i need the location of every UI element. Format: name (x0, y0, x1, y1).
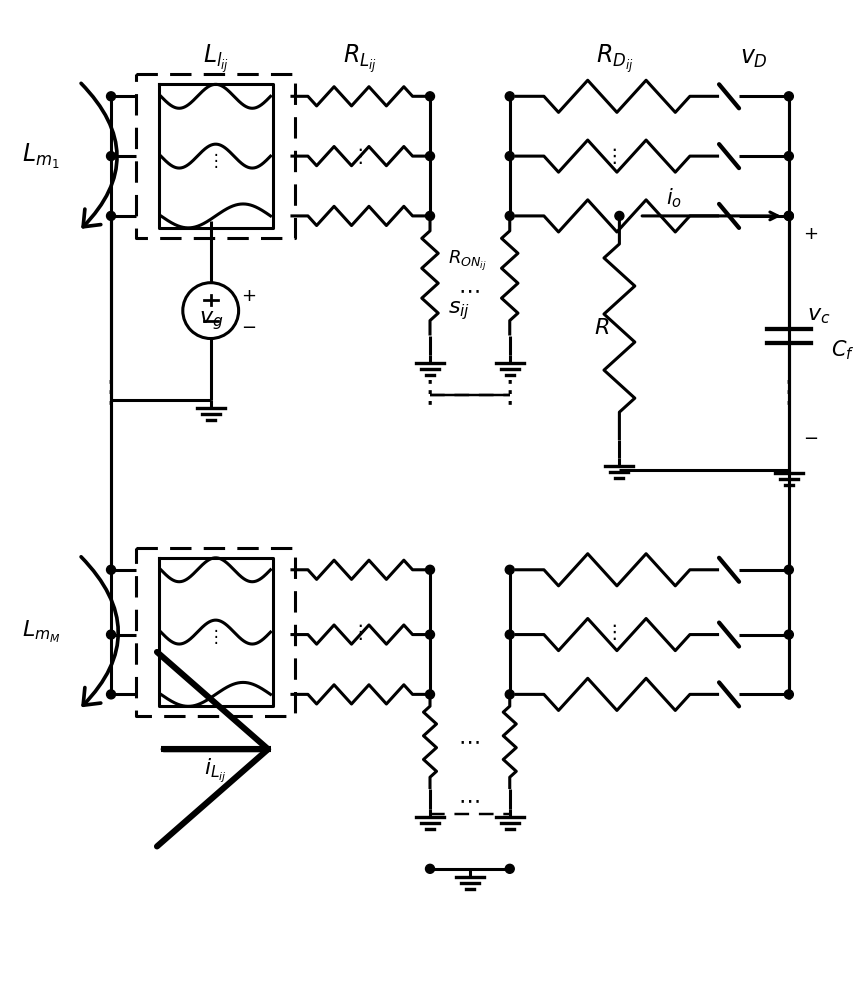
Text: $s_{ij}$: $s_{ij}$ (448, 299, 470, 322)
Text: $i_{L_{ij}}$: $i_{L_{ij}}$ (204, 757, 227, 785)
Circle shape (785, 565, 793, 574)
Circle shape (505, 630, 514, 639)
Circle shape (106, 92, 116, 101)
Circle shape (426, 690, 435, 699)
Text: $L_{m_M}$: $L_{m_M}$ (22, 619, 60, 645)
Circle shape (505, 92, 514, 101)
Circle shape (106, 152, 116, 161)
Text: +: + (804, 225, 818, 243)
Circle shape (505, 565, 514, 574)
Circle shape (106, 211, 116, 220)
Text: ⋮: ⋮ (415, 378, 445, 407)
Text: ⋯: ⋯ (459, 281, 481, 301)
Text: ⋮: ⋮ (351, 147, 370, 166)
Circle shape (106, 690, 116, 699)
FancyArrowPatch shape (81, 83, 117, 227)
Text: ⋮: ⋮ (96, 378, 126, 407)
Text: $i_o$: $i_o$ (666, 186, 683, 210)
Text: $v_D$: $v_D$ (740, 46, 768, 70)
Text: $R_{L_{ij}}$: $R_{L_{ij}}$ (343, 42, 378, 75)
Circle shape (505, 211, 514, 220)
Text: $R_{D_{ij}}$: $R_{D_{ij}}$ (595, 42, 633, 75)
Text: ⋮: ⋮ (494, 378, 525, 407)
Circle shape (426, 864, 435, 873)
Circle shape (426, 630, 435, 639)
Text: $-$: $-$ (241, 317, 256, 335)
Text: ⋮: ⋮ (207, 152, 224, 170)
Text: ⋮: ⋮ (773, 378, 804, 407)
Text: $-$: $-$ (804, 428, 818, 446)
Circle shape (426, 92, 435, 101)
Circle shape (505, 152, 514, 161)
Text: $C_f$: $C_f$ (830, 339, 854, 362)
Circle shape (785, 92, 793, 101)
Text: ⋮: ⋮ (605, 147, 624, 166)
Text: ⋮: ⋮ (605, 623, 624, 642)
Circle shape (615, 211, 624, 220)
Circle shape (785, 690, 793, 699)
Circle shape (505, 864, 514, 873)
Circle shape (106, 565, 116, 574)
Text: ⋮: ⋮ (207, 628, 224, 646)
Text: ⋯: ⋯ (459, 732, 481, 752)
Circle shape (106, 630, 116, 639)
Circle shape (505, 690, 514, 699)
Text: $L_{l_{ij}}$: $L_{l_{ij}}$ (202, 42, 229, 75)
Circle shape (785, 211, 793, 220)
Text: $v_g$: $v_g$ (199, 309, 223, 332)
Circle shape (785, 630, 793, 639)
Circle shape (785, 152, 793, 161)
FancyArrowPatch shape (81, 557, 118, 705)
Circle shape (426, 565, 435, 574)
Text: $v_c$: $v_c$ (807, 306, 830, 326)
Text: $L_{m_1}$: $L_{m_1}$ (22, 142, 60, 171)
Circle shape (426, 152, 435, 161)
Text: ⋮: ⋮ (351, 623, 370, 642)
Text: +: + (241, 287, 256, 305)
Circle shape (426, 211, 435, 220)
Text: ⋯: ⋯ (459, 792, 481, 812)
Text: $R_{ON_{ij}}$: $R_{ON_{ij}}$ (448, 249, 486, 273)
Text: $R$: $R$ (594, 318, 609, 338)
Circle shape (785, 211, 793, 220)
